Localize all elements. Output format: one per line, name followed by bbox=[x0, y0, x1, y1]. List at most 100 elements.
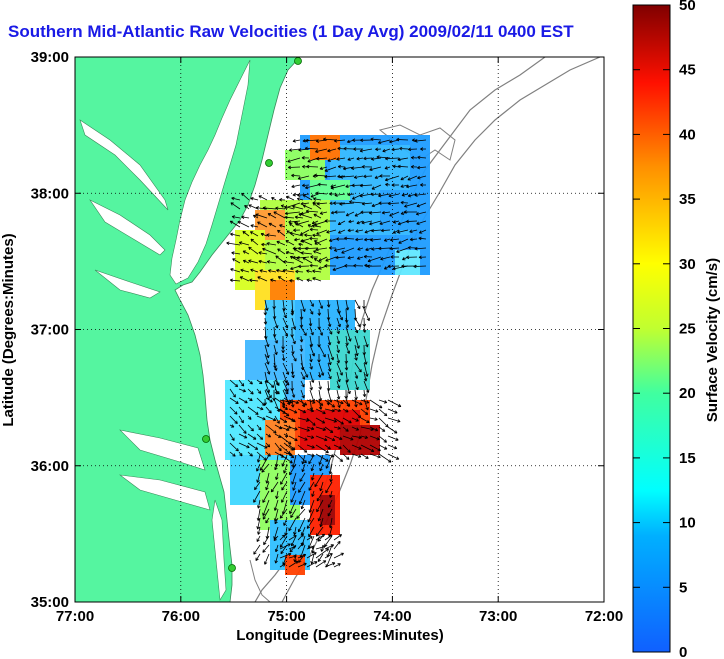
velocity-arrow bbox=[229, 388, 236, 398]
velocity-arrow bbox=[361, 220, 373, 225]
velocity-arrow bbox=[336, 335, 341, 345]
velocity-arrow bbox=[406, 255, 418, 260]
velocity-arrow bbox=[265, 379, 275, 388]
velocity-arrow bbox=[309, 236, 319, 241]
y-tick-label: 36:00 bbox=[31, 458, 69, 475]
velocity-arrow bbox=[289, 231, 304, 237]
velocity-arrow bbox=[327, 508, 333, 517]
velocity-arrow bbox=[416, 220, 427, 225]
velocity-arrow bbox=[363, 380, 370, 393]
velocity-arrow bbox=[324, 534, 333, 541]
velocity-arrow bbox=[265, 397, 273, 403]
velocity-arrow bbox=[279, 417, 287, 423]
velocity-arrow bbox=[283, 406, 288, 410]
velocity-arrow bbox=[319, 463, 324, 472]
velocity-arrow bbox=[318, 344, 326, 358]
velocity-arrow bbox=[307, 224, 313, 228]
velocity-arrow bbox=[255, 206, 268, 210]
velocity-arrow bbox=[345, 380, 351, 395]
velocity-arrow bbox=[247, 451, 253, 457]
velocity-arrow bbox=[379, 220, 391, 226]
velocity-arrow bbox=[296, 277, 304, 282]
velocity-arrow bbox=[397, 229, 409, 234]
velocity-arrow bbox=[314, 240, 322, 246]
velocity-arrow bbox=[262, 499, 270, 516]
velocity-arrow bbox=[315, 247, 328, 252]
velocity-arrow bbox=[353, 147, 364, 151]
velocity-arrow bbox=[342, 444, 351, 453]
velocity-arrow bbox=[378, 399, 388, 404]
velocity-arrow bbox=[294, 221, 304, 228]
velocity-arrow bbox=[290, 490, 297, 503]
x-tick-label: 74:00 bbox=[373, 608, 411, 625]
velocity-arrow bbox=[296, 256, 310, 260]
velocity-arrow bbox=[304, 146, 319, 151]
y-tick-label: 39:00 bbox=[31, 49, 69, 66]
velocity-arrow bbox=[400, 200, 409, 205]
station-marker bbox=[228, 564, 236, 572]
velocity-arrow bbox=[275, 490, 279, 499]
velocity-arrow bbox=[309, 380, 313, 391]
velocity-arrow bbox=[328, 238, 337, 242]
velocity-arrow bbox=[336, 398, 341, 408]
velocity-arrow bbox=[273, 499, 279, 511]
velocity-arrow bbox=[259, 454, 270, 471]
velocity-arrow bbox=[380, 228, 391, 233]
velocity-arrow bbox=[324, 399, 336, 408]
velocity-arrow bbox=[273, 344, 278, 356]
velocity-arrow bbox=[384, 175, 400, 182]
velocity-arrow bbox=[302, 204, 313, 210]
velocity-arrow bbox=[253, 544, 261, 555]
velocity-arrow bbox=[337, 220, 346, 226]
velocity-arrow bbox=[247, 406, 259, 415]
velocity-arrow bbox=[257, 526, 261, 535]
velocity-arrow bbox=[333, 534, 342, 541]
velocity-arrow bbox=[333, 552, 344, 559]
velocity-arrow bbox=[327, 344, 335, 361]
velocity-arrow bbox=[294, 237, 301, 242]
velocity-arrow bbox=[369, 408, 379, 413]
velocity-arrow bbox=[384, 156, 400, 161]
velocity-arrow bbox=[319, 481, 324, 492]
velocity-arrow bbox=[292, 139, 301, 143]
velocity-arrow bbox=[292, 205, 304, 210]
colorbar-tick-label: 20 bbox=[679, 385, 696, 402]
velocity-arrow bbox=[360, 138, 373, 143]
velocity-arrow bbox=[279, 453, 293, 464]
x-tick-label: 73:00 bbox=[479, 608, 517, 625]
velocity-arrow bbox=[230, 232, 241, 237]
map-title: Southern Mid-Atlantic Raw Velocities (1 … bbox=[8, 22, 574, 41]
velocity-arrow bbox=[363, 254, 373, 259]
velocity-arrow bbox=[291, 353, 297, 362]
velocity-arrow bbox=[271, 197, 277, 201]
velocity-arrow bbox=[238, 241, 250, 246]
velocity-arrow bbox=[239, 276, 250, 282]
velocity-arrow bbox=[315, 526, 324, 537]
velocity-arrow bbox=[401, 193, 409, 197]
velocity-arrow bbox=[322, 137, 337, 142]
velocity-arrow bbox=[253, 490, 261, 503]
velocity-arrow bbox=[336, 389, 341, 400]
velocity-arrow bbox=[317, 535, 324, 542]
velocity-arrow bbox=[302, 194, 313, 201]
velocity-arrow bbox=[297, 444, 308, 453]
velocity-arrow bbox=[341, 247, 355, 254]
velocity-arrow bbox=[300, 380, 305, 388]
velocity-arrow bbox=[315, 399, 324, 406]
velocity-arrow bbox=[397, 157, 409, 162]
velocity-arrow bbox=[256, 454, 261, 463]
velocity-arrow bbox=[398, 238, 409, 244]
velocity-arrow bbox=[309, 308, 314, 315]
station-marker bbox=[202, 435, 210, 443]
velocity-arrow bbox=[378, 453, 392, 463]
velocity-arrow bbox=[230, 202, 241, 210]
velocity-arrow bbox=[389, 246, 400, 251]
velocity-arrow bbox=[306, 552, 317, 559]
velocity-arrow bbox=[259, 269, 268, 273]
velocity-arrow bbox=[364, 237, 373, 242]
velocity-arrow bbox=[327, 499, 333, 508]
velocity-arrow bbox=[238, 442, 250, 449]
velocity-arrow bbox=[291, 317, 297, 330]
velocity-arrow bbox=[288, 399, 300, 405]
velocity-arrow bbox=[363, 174, 373, 179]
